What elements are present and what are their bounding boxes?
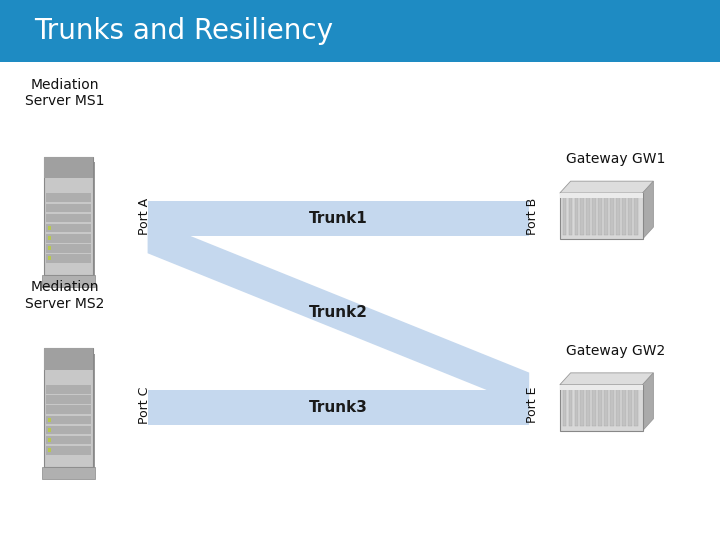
Text: Port B: Port B — [526, 198, 539, 234]
FancyBboxPatch shape — [46, 162, 95, 281]
Bar — [586, 197, 590, 234]
Bar — [622, 197, 626, 234]
Polygon shape — [643, 181, 654, 239]
Text: Gateway GW2: Gateway GW2 — [566, 344, 665, 358]
Bar — [622, 389, 626, 427]
Text: Trunk1: Trunk1 — [309, 211, 368, 226]
Bar — [48, 428, 51, 432]
Bar — [560, 193, 642, 199]
Bar — [48, 256, 51, 260]
FancyBboxPatch shape — [560, 384, 643, 431]
Polygon shape — [148, 219, 529, 407]
Bar — [48, 448, 51, 452]
FancyBboxPatch shape — [44, 348, 93, 467]
Bar — [46, 436, 91, 444]
Polygon shape — [148, 390, 529, 425]
Text: Mediation
Server MS1: Mediation Server MS1 — [25, 78, 104, 108]
Bar — [628, 197, 631, 234]
Bar — [46, 254, 91, 263]
FancyBboxPatch shape — [44, 348, 93, 370]
Text: Gateway GW1: Gateway GW1 — [566, 152, 665, 166]
Bar — [46, 204, 91, 212]
Bar — [48, 226, 51, 230]
Polygon shape — [148, 201, 529, 236]
Bar — [580, 197, 584, 234]
Bar — [48, 417, 51, 422]
Bar — [634, 389, 638, 427]
Bar — [580, 389, 584, 427]
Bar — [610, 197, 614, 234]
Bar — [575, 389, 578, 427]
Bar — [610, 389, 614, 427]
Bar — [48, 246, 51, 250]
Bar — [575, 197, 578, 234]
FancyBboxPatch shape — [44, 157, 93, 275]
Bar — [46, 426, 91, 434]
Polygon shape — [560, 181, 654, 193]
FancyBboxPatch shape — [46, 354, 95, 472]
Bar — [616, 389, 620, 427]
Bar — [604, 389, 608, 427]
Bar — [634, 197, 638, 234]
Bar — [563, 197, 567, 234]
Text: Port E: Port E — [526, 387, 539, 423]
Text: Trunks and Resiliency: Trunks and Resiliency — [35, 17, 333, 45]
Bar — [46, 385, 91, 394]
FancyBboxPatch shape — [44, 157, 93, 178]
Text: Trunk3: Trunk3 — [309, 400, 368, 415]
Polygon shape — [560, 373, 654, 384]
Bar — [598, 389, 602, 427]
Bar — [46, 193, 91, 202]
Bar — [46, 446, 91, 455]
FancyBboxPatch shape — [560, 193, 643, 239]
Bar — [593, 389, 596, 427]
Bar — [42, 275, 95, 287]
Text: Trunk2: Trunk2 — [309, 306, 368, 320]
Bar — [628, 389, 631, 427]
Bar — [46, 406, 91, 414]
Bar — [46, 395, 91, 404]
Bar — [593, 197, 596, 234]
Bar — [46, 234, 91, 242]
Polygon shape — [643, 373, 654, 431]
Bar — [604, 197, 608, 234]
Bar — [48, 438, 51, 442]
Text: Port A: Port A — [138, 198, 150, 234]
Text: Mediation
Server MS2: Mediation Server MS2 — [25, 280, 104, 310]
Text: Port C: Port C — [138, 386, 150, 424]
Bar — [560, 384, 642, 390]
Bar — [569, 197, 572, 234]
Bar — [586, 389, 590, 427]
Bar — [46, 244, 91, 253]
Bar — [46, 416, 91, 424]
Bar — [616, 197, 620, 234]
Bar — [48, 236, 51, 240]
Bar — [46, 224, 91, 232]
Bar — [569, 389, 572, 427]
Bar — [598, 197, 602, 234]
Bar — [563, 389, 567, 427]
Bar — [42, 467, 95, 479]
Bar — [46, 214, 91, 222]
